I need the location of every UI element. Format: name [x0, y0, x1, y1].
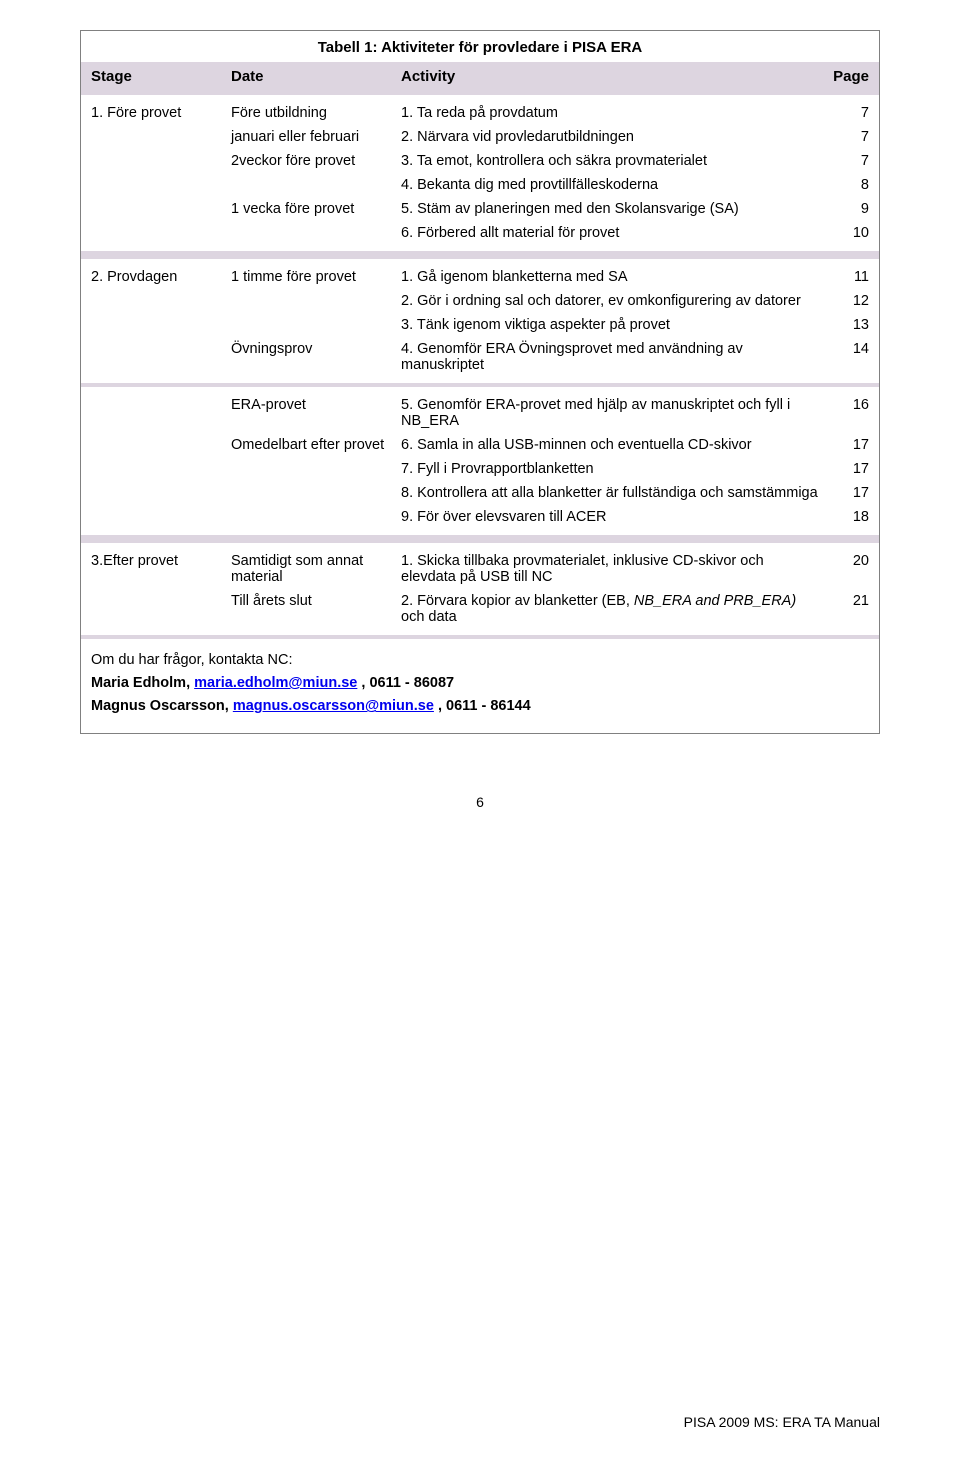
date-cell: Före utbildning — [231, 101, 401, 121]
separator — [81, 535, 879, 543]
activity-cell: 2. Närvara vid provledarutbildningen7 — [401, 125, 869, 149]
date-cell: januari eller februari — [231, 125, 401, 145]
th-page: Page — [819, 68, 869, 85]
stage-name: 3.Efter provet — [91, 549, 231, 569]
activity-text: 2. Förvara kopior av blanketter (EB, NB_… — [401, 593, 829, 625]
content-box: Tabell 1: Aktiviteter för provledare i P… — [80, 30, 880, 734]
contact-person-2: Magnus Oscarsson, magnus.oscarsson@miun.… — [91, 695, 869, 718]
stage-2b: ERA-provet 5. Genomför ERA-provet med hj… — [81, 387, 879, 535]
activity-page: 18 — [829, 509, 869, 525]
activity-text: 6. Förbered allt material för provet — [401, 225, 829, 241]
contact-email-link[interactable]: maria.edholm@miun.se — [194, 675, 357, 691]
activity-cell: 4. Genomför ERA Övningsprovet med använd… — [401, 337, 869, 377]
activity-page: 11 — [829, 269, 869, 285]
activity-text: 1. Skicka tillbaka provmaterialet, inklu… — [401, 553, 829, 585]
text-part: 2. Förvara kopior av blanketter (EB, — [401, 593, 634, 609]
activity-page: 12 — [829, 293, 869, 309]
contact-intro: Om du har frågor, kontakta NC: — [91, 649, 869, 672]
activity-text: 2. Gör i ordning sal och datorer, ev omk… — [401, 293, 829, 309]
date-cell: Till årets slut — [231, 589, 401, 609]
activity-cell: 3. Ta emot, kontrollera och säkra provma… — [401, 149, 869, 197]
date-cell: 1 vecka före provet — [231, 197, 401, 217]
text-italic: NB_ERA and PRB_ERA) — [634, 593, 796, 609]
table-title: Tabell 1: Aktiviteter för provledare i P… — [81, 31, 879, 62]
separator — [81, 251, 879, 259]
date-cell: Övningsprov — [231, 337, 401, 357]
date-cell: ERA-provet — [231, 393, 401, 413]
activity-text: 3. Tänk igenom viktiga aspekter på prove… — [401, 317, 829, 333]
activity-page: 7 — [829, 129, 869, 145]
contact-email-link[interactable]: magnus.oscarsson@miun.se — [233, 698, 434, 714]
activity-page: 16 — [829, 397, 869, 413]
stage-name: 1. Före provet — [91, 101, 231, 121]
activity-text: 5. Stäm av planeringen med den Skolansva… — [401, 201, 829, 217]
activity-text: 5. Genomför ERA-provet med hjälp av manu… — [401, 397, 829, 429]
activity-page: 9 — [829, 201, 869, 217]
th-date: Date — [231, 68, 401, 85]
activity-text: 9. För över elevsvaren till ACER — [401, 509, 829, 525]
activity-page: 14 — [829, 341, 869, 357]
footer-page-number: 6 — [80, 794, 880, 810]
activity-page: 7 — [829, 153, 869, 169]
table-header: Stage Date Activity Page — [81, 62, 879, 91]
activity-cell: 6. Samla in alla USB-minnen och eventuel… — [401, 433, 869, 529]
date-cell: 2veckor före provet — [231, 149, 401, 169]
activity-cell: 5. Genomför ERA-provet med hjälp av manu… — [401, 393, 869, 433]
activity-page: 17 — [829, 461, 869, 477]
stage-1: 1. Före provet Före utbildning 1. Ta red… — [81, 95, 879, 251]
activity-text: 3. Ta emot, kontrollera och säkra provma… — [401, 153, 829, 169]
activity-cell: 5. Stäm av planeringen med den Skolansva… — [401, 197, 869, 245]
activity-cell: 1. Ta reda på provdatum7 — [401, 101, 869, 125]
contact-person-1: Maria Edholm, maria.edholm@miun.se , 061… — [91, 672, 869, 695]
activity-page: 20 — [829, 553, 869, 569]
activity-page: 7 — [829, 105, 869, 121]
activity-cell: 2. Förvara kopior av blanketter (EB, NB_… — [401, 589, 869, 629]
activity-page: 17 — [829, 437, 869, 453]
contact-name: Magnus Oscarsson, — [91, 698, 233, 714]
contact-name: Maria Edholm, — [91, 675, 194, 691]
stage-2a: 2. Provdagen 1 timme före provet 1. Gå i… — [81, 259, 879, 383]
activity-text: 1. Gå igenom blanketterna med SA — [401, 269, 829, 285]
th-stage: Stage — [91, 68, 231, 85]
date-cell: 1 timme före provet — [231, 265, 401, 285]
contact-block: Om du har frågor, kontakta NC: Maria Edh… — [81, 639, 879, 733]
activity-text: 7. Fyll i Provrapportblanketten — [401, 461, 829, 477]
stage-3: 3.Efter provet Samtidigt som annat mater… — [81, 543, 879, 635]
activity-page: 21 — [829, 593, 869, 609]
activity-text: 4. Bekanta dig med provtillfälleskoderna — [401, 177, 829, 193]
stage-name: 2. Provdagen — [91, 265, 231, 285]
activity-text: 1. Ta reda på provdatum — [401, 105, 829, 121]
activity-page: 17 — [829, 485, 869, 501]
activity-page: 8 — [829, 177, 869, 193]
contact-phone: , 0611 - 86087 — [357, 675, 454, 691]
activity-text: 4. Genomför ERA Övningsprovet med använd… — [401, 341, 829, 373]
contact-phone: , 0611 - 86144 — [434, 698, 531, 714]
activity-text: 2. Närvara vid provledarutbildningen — [401, 129, 829, 145]
activity-text: 8. Kontrollera att alla blanketter är fu… — [401, 485, 829, 501]
text-part: och data — [401, 609, 457, 625]
activity-cell: 1. Gå igenom blanketterna med SA11 2. Gö… — [401, 265, 869, 337]
activity-cell: 1. Skicka tillbaka provmaterialet, inklu… — [401, 549, 869, 589]
date-cell: Samtidigt som annat material — [231, 549, 401, 585]
activity-text: 6. Samla in alla USB-minnen och eventuel… — [401, 437, 829, 453]
date-cell: Omedelbart efter provet — [231, 433, 401, 453]
activity-page: 13 — [829, 317, 869, 333]
activity-page: 10 — [829, 225, 869, 241]
th-activity: Activity — [401, 68, 819, 85]
footer-right: PISA 2009 MS: ERA TA Manual — [684, 1414, 880, 1430]
